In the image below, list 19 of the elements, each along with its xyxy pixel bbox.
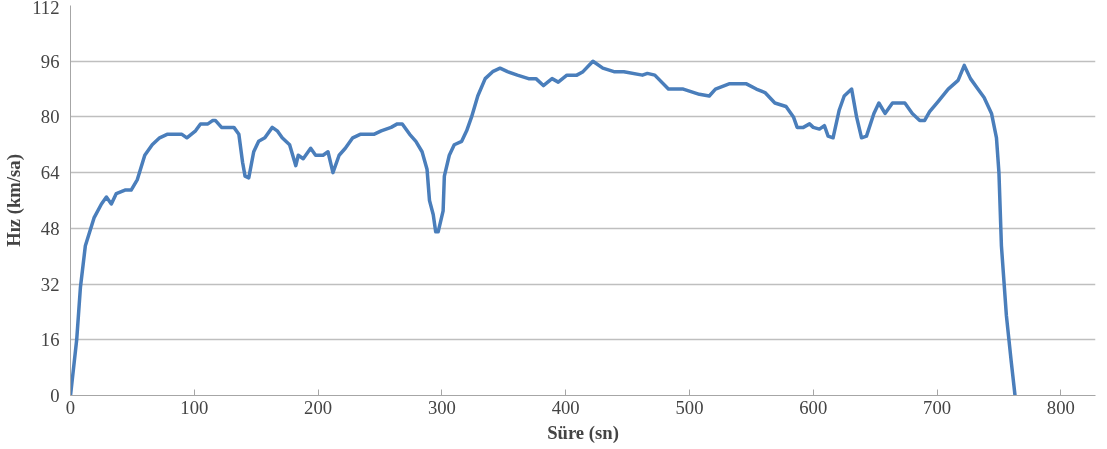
y-tick-label: 96	[40, 50, 60, 72]
x-tick-label: 700	[923, 396, 952, 418]
y-tick-label: 16	[40, 329, 60, 351]
x-tick-label: 600	[799, 396, 828, 418]
x-tick-label: 500	[675, 396, 704, 418]
y-tick-label: 32	[40, 273, 60, 295]
x-tick-label: 100	[180, 396, 209, 418]
x-tick-label: 800	[1046, 396, 1075, 418]
y-tick-label: 112	[32, 0, 60, 18]
x-tick-label: 0	[65, 396, 76, 418]
x-tick-label: 400	[551, 396, 580, 418]
y-tick-label: 80	[40, 106, 60, 128]
y-tick-label: 48	[40, 217, 60, 239]
x-axis-title: Süre (sn)	[547, 421, 619, 444]
y-axis-title: Hız (km/sa)	[3, 154, 26, 247]
y-tick-label: 64	[40, 162, 61, 184]
line-series	[70, 59, 1017, 396]
x-tick-label: 200	[304, 396, 333, 418]
x-tick-label: 300	[427, 396, 456, 418]
